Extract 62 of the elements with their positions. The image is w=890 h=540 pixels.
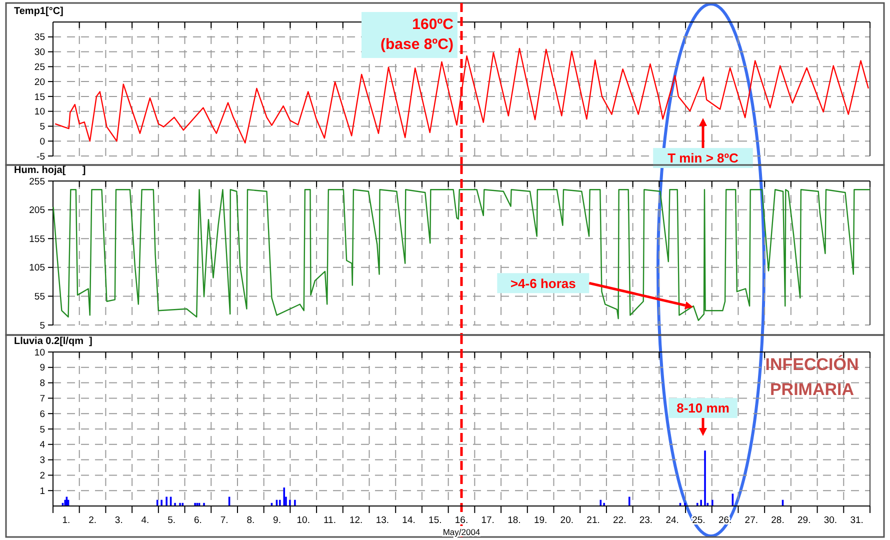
y-tick-label: 15 bbox=[34, 92, 45, 103]
y-tick-label: 55 bbox=[34, 292, 45, 303]
x-tick-label: 5. bbox=[168, 515, 176, 526]
y-axis-title: Hum. hoja[ ] bbox=[14, 165, 86, 176]
x-tick-label: 15. bbox=[428, 515, 442, 526]
ref-line-label: 160ºC (base 8ºC) bbox=[380, 16, 454, 53]
y-tick-label: -5 bbox=[36, 151, 45, 162]
x-tick-label: 6. bbox=[194, 515, 202, 526]
x-tick-label: 11. bbox=[323, 515, 336, 526]
x-tick-label: 31. bbox=[850, 515, 864, 526]
x-tick-label: 1. bbox=[62, 515, 70, 526]
annotation: 8-10 mm bbox=[676, 400, 730, 416]
x-tick-label: 22. bbox=[613, 515, 626, 526]
x-tick-label: 17. bbox=[481, 515, 494, 526]
y-tick-label: 20 bbox=[34, 76, 45, 88]
x-tick-label: 9. bbox=[273, 515, 281, 526]
y-tick-label: 5 bbox=[40, 122, 45, 133]
x-tick-label: 20. bbox=[560, 515, 574, 526]
x-tick-label: 4. bbox=[141, 515, 150, 526]
y-tick-label: 2 bbox=[40, 470, 45, 482]
y-tick-label: 5 bbox=[40, 424, 45, 436]
x-tick-label: 28. bbox=[771, 515, 784, 526]
x-tick-label: 2. bbox=[88, 515, 96, 526]
x-tick-label: 21. bbox=[586, 515, 600, 526]
y-tick-label: 10 bbox=[34, 347, 45, 358]
y-axis-title: Temp1[°C] bbox=[14, 6, 64, 17]
x-tick-label: 29. bbox=[798, 515, 811, 526]
x-axis-title: May/2004 bbox=[442, 527, 480, 537]
y-tick-label: 255 bbox=[29, 176, 45, 188]
y-tick-label: 30 bbox=[34, 47, 45, 58]
x-tick-label: 13. bbox=[376, 515, 390, 526]
y-tick-label: 8 bbox=[40, 378, 45, 390]
x-tick-label: 23. bbox=[639, 515, 653, 526]
x-tick-label: 12. bbox=[349, 515, 363, 526]
y-tick-label: 4 bbox=[40, 440, 45, 451]
y-tick-label: 1 bbox=[40, 486, 45, 497]
x-tick-label: 3. bbox=[114, 515, 123, 526]
y-tick-label: 155 bbox=[29, 234, 45, 245]
x-tick-label: 30. bbox=[824, 515, 838, 526]
y-tick-label: 6 bbox=[40, 408, 45, 420]
x-tick-label: 8. bbox=[246, 515, 255, 526]
x-tick-label: 7. bbox=[220, 515, 228, 526]
annotation: >4-6 horas bbox=[510, 276, 576, 291]
y-tick-label: 35 bbox=[34, 32, 45, 44]
x-tick-label: 14. bbox=[402, 515, 416, 526]
y-tick-label: 0 bbox=[40, 136, 45, 148]
x-tick-label: 19. bbox=[534, 515, 548, 526]
y-tick-label: 205 bbox=[29, 205, 45, 216]
y-tick-label: 9 bbox=[40, 362, 45, 374]
y-tick-label: 5 bbox=[40, 320, 45, 332]
y-tick-label: 10 bbox=[34, 106, 45, 118]
line-series bbox=[52, 189, 871, 321]
x-tick-label: 24. bbox=[666, 515, 679, 526]
annotation: T min > 8ºC bbox=[668, 150, 740, 166]
y-tick-label: 105 bbox=[29, 262, 45, 274]
y-tick-label: 25 bbox=[34, 62, 45, 73]
y-tick-label: 7 bbox=[40, 394, 45, 405]
x-tick-label: 27. bbox=[744, 515, 758, 526]
y-tick-label: 3 bbox=[40, 455, 45, 466]
y-axis-title: Lluvia 0.2[l/qm ] bbox=[14, 336, 92, 347]
x-tick-label: 10. bbox=[296, 515, 310, 526]
x-tick-label: 18. bbox=[508, 515, 521, 526]
